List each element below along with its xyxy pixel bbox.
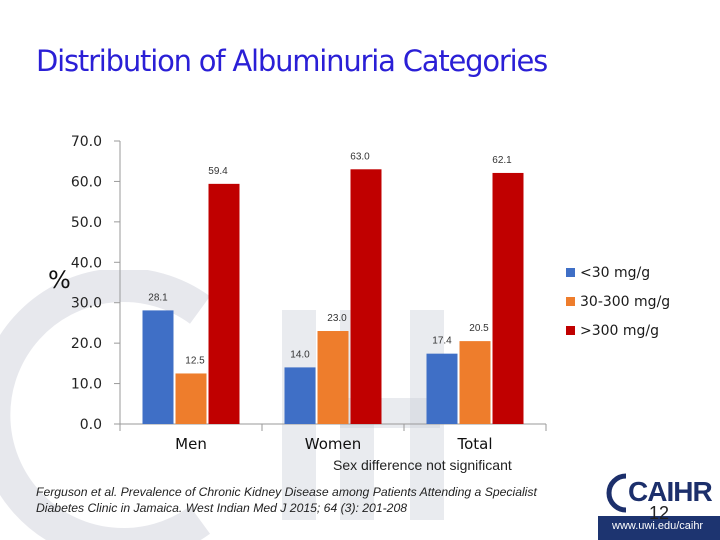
y-tick-label: 10.0 bbox=[71, 377, 102, 393]
slide-number: 12 bbox=[649, 503, 670, 523]
y-tick-label: 70.0 bbox=[71, 134, 102, 150]
bar bbox=[426, 353, 458, 424]
data-label: 23.0 bbox=[327, 313, 347, 324]
citation-line-1: Ferguson et al. Prevalence of Chronic Ki… bbox=[36, 485, 537, 499]
legend-item-lt30: <30 mg/g bbox=[566, 258, 670, 287]
x-tick-label: Women bbox=[305, 435, 361, 453]
legend-label: 30-300 mg/g bbox=[580, 293, 671, 310]
data-label: 63.0 bbox=[350, 151, 370, 162]
legend-swatch bbox=[566, 268, 575, 277]
data-label: 17.4 bbox=[432, 336, 452, 347]
y-tick-label: 20.0 bbox=[71, 336, 102, 352]
y-tick-label: 60.0 bbox=[71, 174, 102, 190]
citation: Ferguson et al. Prevalence of Chronic Ki… bbox=[36, 484, 537, 516]
website-url: www.uwi.edu/caihr bbox=[612, 520, 704, 532]
bar bbox=[492, 172, 524, 424]
x-tick-label: Total bbox=[456, 435, 492, 453]
y-tick-label: 50.0 bbox=[71, 215, 102, 231]
legend-item-gt300: >300 mg/g bbox=[566, 316, 670, 345]
bar bbox=[284, 367, 316, 424]
data-label: 59.4 bbox=[208, 166, 228, 177]
citation-line-2: Diabetes Clinic in Jamaica. West Indian … bbox=[36, 501, 408, 515]
bar bbox=[208, 183, 240, 424]
bar bbox=[142, 310, 174, 424]
x-tick-label: Men bbox=[175, 435, 207, 453]
legend-label: <30 mg/g bbox=[580, 264, 651, 281]
data-label: 62.1 bbox=[492, 155, 512, 166]
bar bbox=[175, 373, 207, 424]
url-bar bbox=[598, 516, 720, 540]
y-axis-label: % bbox=[48, 266, 71, 294]
legend-label: >300 mg/g bbox=[580, 322, 660, 339]
bar bbox=[317, 331, 349, 424]
bar bbox=[459, 341, 491, 424]
y-tick-label: 30.0 bbox=[71, 296, 102, 312]
caihr-logo bbox=[606, 473, 627, 513]
y-tick-label: 0.0 bbox=[80, 417, 102, 433]
bar bbox=[350, 169, 382, 424]
significance-note: Sex difference not significant bbox=[333, 457, 512, 473]
data-label: 20.5 bbox=[469, 323, 489, 334]
logo-text: CAIHR bbox=[628, 476, 713, 507]
legend-item-30-300: 30-300 mg/g bbox=[566, 287, 670, 316]
data-label: 12.5 bbox=[185, 355, 205, 366]
chart-legend: <30 mg/g 30-300 mg/g >300 mg/g bbox=[566, 258, 670, 345]
data-label: 28.1 bbox=[148, 292, 168, 303]
page-title: Distribution of Albuminuria Categories bbox=[36, 44, 548, 78]
legend-swatch bbox=[566, 326, 575, 335]
legend-swatch bbox=[566, 297, 575, 306]
data-label: 14.0 bbox=[290, 349, 310, 360]
y-tick-label: 40.0 bbox=[71, 255, 102, 271]
